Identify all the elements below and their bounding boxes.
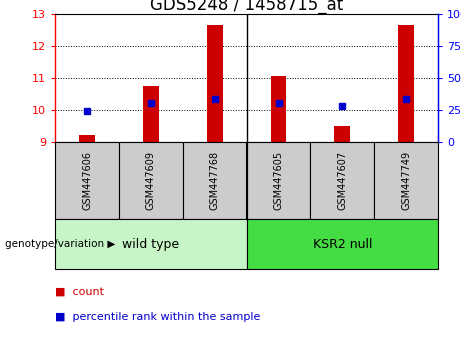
Bar [247,219,438,269]
Bar [55,219,247,269]
Text: GSM447606: GSM447606 [82,151,92,210]
Bar [247,142,310,219]
Bar [374,142,438,219]
Text: GSM447607: GSM447607 [337,151,347,210]
Bar [207,25,223,142]
Bar [55,142,119,219]
Title: GDS5248 / 1458715_at: GDS5248 / 1458715_at [150,0,343,14]
Text: genotype/variation ▶: genotype/variation ▶ [5,239,115,249]
Bar [334,126,350,142]
Text: ■  count: ■ count [55,287,104,297]
Text: wild type: wild type [123,238,179,251]
Bar [79,135,95,142]
Text: KSR2 null: KSR2 null [313,238,372,251]
Text: ■  percentile rank within the sample: ■ percentile rank within the sample [55,312,260,321]
Bar [143,86,159,142]
Bar [183,142,247,219]
Text: GSM447749: GSM447749 [401,151,411,210]
Text: GSM447605: GSM447605 [273,151,284,210]
Text: GSM447768: GSM447768 [210,151,220,210]
Bar [310,142,374,219]
Bar [398,25,414,142]
Text: GSM447609: GSM447609 [146,151,156,210]
Bar [119,142,183,219]
Bar [271,76,286,142]
